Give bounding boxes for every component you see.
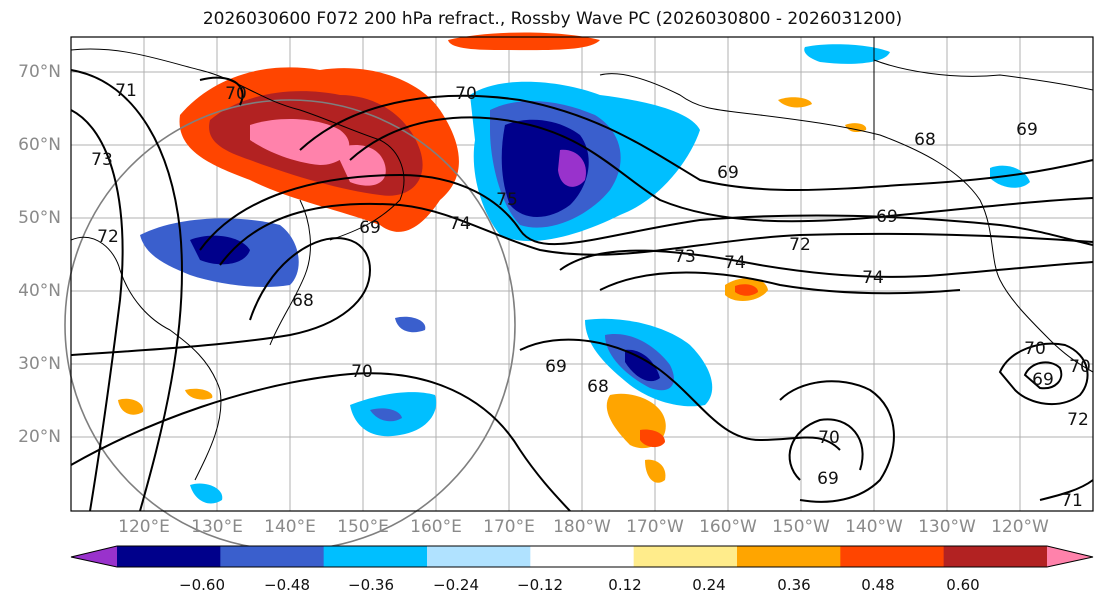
colorbar-segment [840, 546, 945, 567]
contour-label: 72 [789, 235, 811, 255]
contour-label: 70 [1069, 357, 1091, 377]
lon-label: 130°E [191, 517, 243, 537]
colorbar-tick-label: −0.36 [348, 576, 394, 594]
contour-label: 75 [496, 190, 518, 210]
contour-label: 69 [1016, 120, 1038, 140]
contour-label: 70 [455, 84, 477, 104]
colorbar-extend-low [71, 546, 117, 567]
lat-label: 70°N [18, 62, 61, 82]
map-frame [70, 36, 1094, 512]
lon-label: 170°E [483, 517, 535, 537]
lon-label: 150°E [337, 517, 389, 537]
colorbar-tick-label: 0.24 [692, 576, 726, 594]
contour-label: 68 [292, 291, 314, 311]
contour-label: 74 [724, 253, 746, 273]
colorbar-segment [633, 546, 738, 567]
contour-label: 70 [351, 362, 373, 382]
lat-label: 50°N [18, 208, 61, 228]
contour-label: 71 [1061, 491, 1083, 511]
contour-label: 73 [91, 150, 113, 170]
lon-label: 130°W [918, 517, 976, 537]
colorbar-segment [220, 546, 325, 567]
contour-label: 69 [1032, 370, 1054, 390]
colorbar-tick-label: −0.12 [517, 576, 563, 594]
contour-label: 68 [587, 377, 609, 397]
contour-label: 69 [717, 163, 739, 183]
colorbar-outline [70, 545, 1094, 568]
contour-labels: 71 70 73 72 70 69 74 75 68 70 69 68 73 74 72 69 74 69 68 69… [91, 81, 1091, 511]
coastlines [70, 37, 1094, 481]
chart-title: 2026030600 F072 200 hPa refract., Rossby… [202, 9, 903, 29]
contour-label: 72 [97, 227, 119, 247]
colorbar-tick-label: 0.60 [946, 576, 980, 594]
contour-label: 73 [674, 247, 696, 267]
colorbar-tick-label: −0.60 [179, 576, 225, 594]
contour-label: 70 [225, 84, 247, 104]
colorbar-extend-high [1047, 546, 1093, 567]
lon-label: 160°W [699, 517, 757, 537]
contour-label: 69 [876, 207, 898, 227]
lon-label: 120°W [991, 517, 1049, 537]
height-contours [70, 69, 1094, 512]
colorbar-segment [943, 546, 1048, 567]
colorbar-segment [117, 546, 221, 567]
contour-label: 72 [1067, 410, 1089, 430]
lat-label: 20°N [18, 427, 61, 447]
colorbar-tick-label: 0.36 [777, 576, 811, 594]
contour-label: 69 [545, 357, 567, 377]
lon-label: 160°E [410, 517, 462, 537]
lon-label: 140°E [264, 517, 316, 537]
colorbar-tick-label: 0.48 [861, 576, 895, 594]
lat-label: 30°N [18, 354, 61, 374]
lon-label: 150°W [772, 517, 830, 537]
lon-label: 170°W [626, 517, 684, 537]
lon-label: 140°W [845, 517, 903, 537]
contour-label: 70 [818, 428, 840, 448]
colorbar-tick-label: 0.12 [608, 576, 642, 594]
colorbar-segment [323, 546, 428, 567]
contour-label: 69 [817, 469, 839, 489]
colorbar-segment [737, 546, 841, 567]
colorbar-segment [530, 546, 635, 567]
lon-label: 120°E [118, 517, 170, 537]
colorbar-segments [117, 546, 1048, 567]
contour-label: 68 [914, 130, 936, 150]
contour-label: 70 [1024, 339, 1046, 359]
colorbar-segment [427, 546, 531, 567]
contour-label: 69 [359, 218, 381, 238]
contour-label: 74 [449, 214, 471, 234]
contour-label: 71 [115, 81, 137, 101]
lat-label: 60°N [18, 135, 61, 155]
colorbar [70, 545, 1094, 568]
colorbar-tick-label: −0.24 [433, 576, 479, 594]
contour-label: 74 [862, 268, 884, 288]
lon-label: 180°W [553, 517, 611, 537]
lat-label: 40°N [18, 281, 61, 301]
colorbar-tick-label: −0.48 [264, 576, 310, 594]
